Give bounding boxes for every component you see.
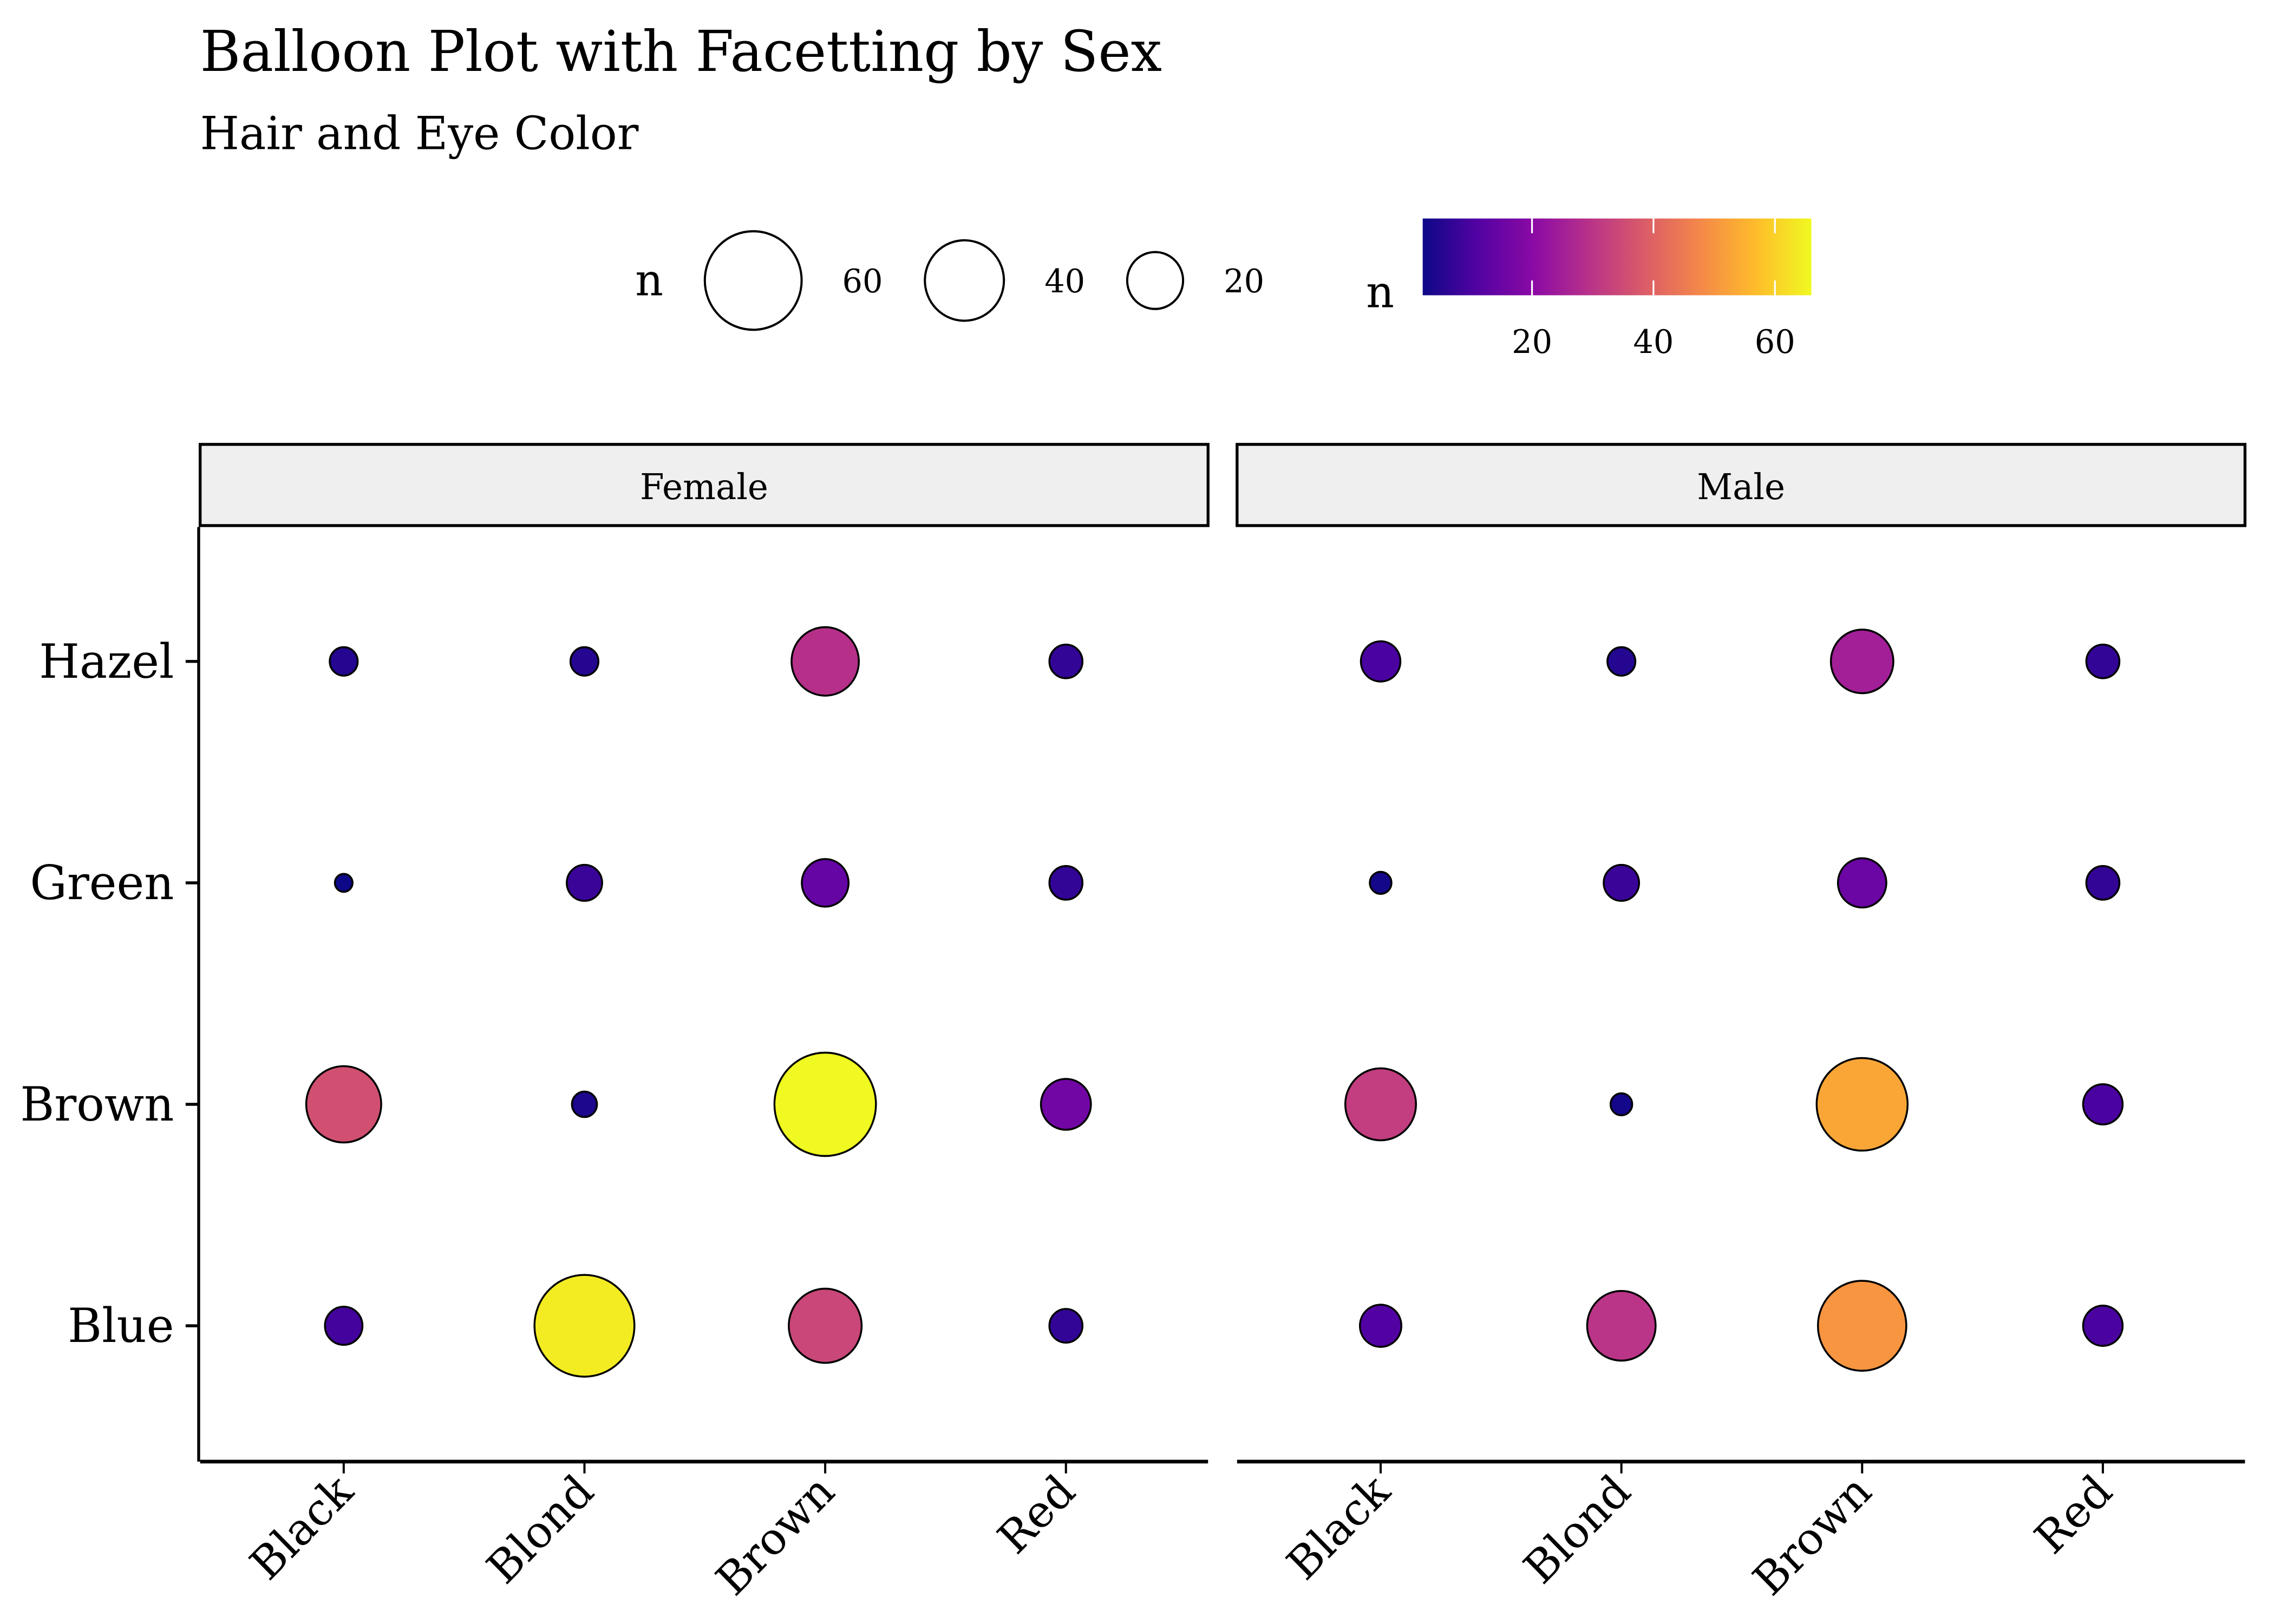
balloon-male-black-green [1369,870,1393,895]
balloon-male-black-hazel [1360,640,1402,683]
balloon-male-brown-blue [1816,1280,1907,1372]
balloon-male-red-hazel [2085,643,2121,679]
size-legend-title: n [635,255,663,306]
balloon-female-red-hazel [1048,643,1084,679]
size-legend-label: 20 [1224,263,1264,301]
x-tick-label: Black [240,1465,363,1590]
y-tick-label: Blue [68,1299,174,1353]
size-legend: n 60 40 20 [635,230,1264,331]
y-tick-label: Brown [20,1077,174,1132]
balloon-female-red-blue [1048,1308,1084,1344]
balloon-female-blond-brown [571,1090,598,1118]
balloon-male-blond-blue [1586,1289,1657,1362]
balloon-male-red-brown [2082,1083,2124,1125]
balloon-male-red-green [2085,865,2121,901]
facet-panel-male: Male Black Blond Brown Red [1236,443,2247,1606]
balloon-female-brown-brown [773,1051,877,1157]
color-legend: n 20 40 60 [1366,218,1812,361]
balloon-female-red-green [1048,865,1084,901]
balloon-female-black-hazel [329,646,359,677]
facet-strip-label: Female [640,467,768,508]
balloon-male-red-blue [2082,1305,2124,1347]
y-axis: Blue Brown Green Hazel [20,527,200,1462]
size-legend-key [703,230,803,331]
balloon-male-brown-brown [1815,1057,1909,1152]
colorbar-tick-label: 20 [1512,323,1552,361]
balloon-male-blond-brown [1609,1092,1633,1117]
x-tick-label: Blond [478,1465,604,1594]
balloon-female-blond-hazel [569,646,600,677]
y-tick-label: Hazel [39,634,174,689]
x-tick-label: Blond [1514,1465,1641,1594]
balloon-male-blond-hazel [1606,646,1637,677]
balloon-female-red-brown [1040,1078,1092,1131]
x-tick-label: Red [989,1465,1086,1564]
balloon-male-black-brown [1344,1067,1417,1142]
size-legend-label: 60 [842,263,883,301]
balloon-female-brown-blue [788,1287,863,1364]
colorbar-tick-label: 60 [1755,323,1795,361]
balloon-female-brown-hazel [790,626,860,697]
size-legend-key [924,239,1005,322]
balloon-female-blond-green [566,863,603,902]
colorbar-tick-label: 40 [1633,323,1674,361]
balloon-female-black-brown [305,1065,382,1144]
chart-subtitle: Hair and Eye Color [200,107,639,160]
balloon-female-black-green [334,873,354,893]
balloon-female-blond-blue [533,1274,636,1378]
color-legend-title: n [1366,267,1394,318]
facet-strip [1236,443,2247,527]
facet-strip [198,443,1210,527]
y-tick-label: Green [30,856,174,911]
x-tick-label: Black [1278,1465,1401,1590]
size-legend-key [1126,251,1185,310]
balloon-male-blond-green [1603,863,1641,902]
x-tick-label: Brown [1744,1465,1881,1606]
balloon-female-brown-green [801,858,850,908]
balloon-male-brown-green [1837,857,1887,909]
balloon-male-black-blue [1358,1304,1403,1348]
x-tick-label: Red [2025,1465,2122,1564]
colorbar [1422,218,1812,296]
x-tick-label: Brown [707,1465,844,1606]
size-legend-label: 40 [1044,263,1085,301]
facet-strip-label: Male [1697,467,1785,508]
chart-title: Balloon Plot with Facetting by Sex [200,19,1162,84]
facet-panel-female: Female Black Blond Brown Red [198,443,1210,1606]
balloon-male-brown-hazel [1829,628,1894,695]
balloon-female-black-blue [324,1306,364,1346]
